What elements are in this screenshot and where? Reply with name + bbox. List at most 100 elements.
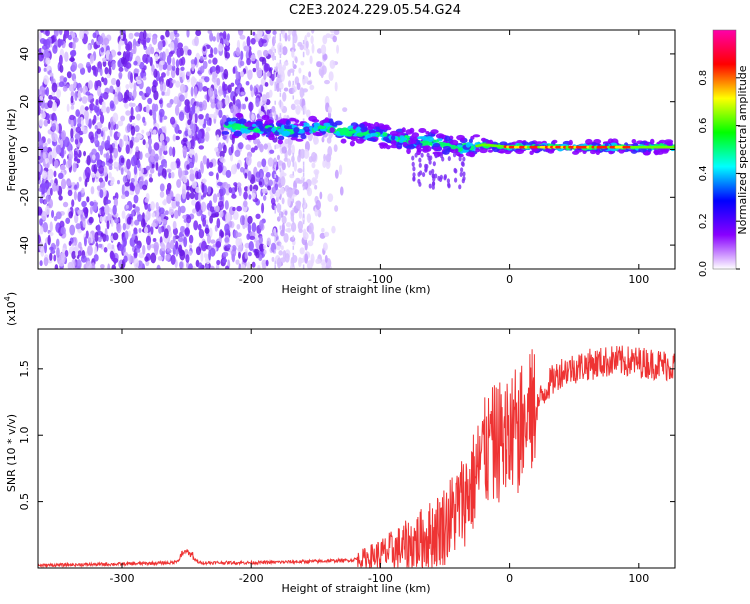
spectrogram-streak-cell [279, 37, 282, 42]
spectrogram-ridge-cell [465, 142, 471, 148]
spectrogram-noise-cell [161, 51, 166, 62]
spectrogram-noise-cell [142, 76, 147, 81]
spectrogram-noise-cell [222, 251, 229, 257]
spectrogram-noise-cell [39, 86, 46, 97]
spectrogram-streak-cell [279, 262, 282, 267]
spectrogram-noise-cell [95, 151, 100, 162]
spectrogram-streak-cell [279, 92, 282, 97]
spectrogram-noise-cell [250, 54, 256, 62]
spectrogram-noise-cell [151, 64, 155, 72]
spectrogram-noise-cell [231, 245, 237, 252]
spectrogram-noise-cell [93, 105, 98, 113]
spectrogram-ridge-cell [472, 134, 481, 138]
spectrogram-noise-cell [313, 136, 319, 145]
spectrogram-ridge-cell [230, 117, 239, 122]
spectrogram-noise-cell [44, 157, 50, 164]
spectrogram-noise-cell [224, 200, 229, 210]
spectrogram-noise-cell [146, 46, 152, 55]
spectrogram-noise-cell [112, 204, 117, 216]
spectrogram-noise-cell [172, 57, 176, 67]
spectrogram-noise-cell [117, 91, 122, 102]
spectrogram-noise-cell [217, 192, 221, 198]
spectrogram-noise-cell [67, 189, 73, 197]
spectrogram-noise-cell [255, 59, 260, 71]
spectrogram-ridge-cell [479, 147, 488, 154]
spectrogram-noise-cell [38, 155, 41, 160]
spectrogram-noise-cell [131, 102, 136, 108]
spectrogram-noise-cell [342, 107, 348, 113]
spectrogram-noise-cell [230, 164, 237, 175]
spectrogram-ridge-cell [425, 131, 430, 135]
spectrogram-noise-cell [137, 38, 141, 45]
spectrogram-noise-cell [247, 184, 251, 195]
spectrogram-noise-cell [58, 30, 63, 36]
spectrogram-noise-cell [142, 30, 147, 40]
spectrogram-ridge-cell [280, 124, 286, 130]
spectrogram-noise-cell [38, 234, 41, 245]
spectrogram-noise-cell [148, 109, 153, 115]
spectrogram-streak-cell [292, 37, 295, 42]
spectrogram-noise-cell [66, 71, 72, 79]
spectrogram-ridge-cell [438, 177, 443, 183]
spectrogram-noise-cell [46, 52, 51, 58]
spectrogram-streak-cell [292, 235, 295, 240]
spectrogram-noise-cell [247, 170, 252, 181]
spectrogram-noise-cell [248, 101, 254, 112]
spectrogram-noise-cell [244, 251, 248, 259]
spectrogram-noise-cell [326, 137, 332, 144]
spectrogram-noise-cell [219, 196, 223, 201]
spectrogram-noise-cell [244, 172, 248, 179]
spectrogram-noise-cell [152, 238, 157, 243]
spectrogram-noise-cell [156, 264, 161, 269]
spectrogram-noise-cell [286, 190, 291, 198]
spectrogram-noise-cell [315, 258, 321, 265]
spectrogram-ridge-cell [434, 173, 438, 179]
spectrogram-streak-cell [302, 118, 305, 123]
spectrogram-noise-cell [251, 113, 255, 121]
spectrogram-noise-cell [106, 220, 110, 230]
spectrogram-streak-cell [292, 216, 295, 221]
spectrogram-ridge-cell [442, 149, 450, 155]
spectrogram-noise-cell [77, 117, 82, 125]
spectrogram-ridge-cell [369, 138, 377, 142]
colorbar-ticks: 0.0 0.2 0.4 0.6 0.8 [698, 70, 740, 277]
spectrogram-ridge-cell [412, 176, 416, 182]
spectrogram-noise-cell [219, 210, 224, 218]
spectrogram-noise-cell [98, 95, 103, 104]
spectrogram-streak-cell [279, 210, 282, 215]
spectrogram-noise-cell [71, 61, 78, 71]
spectrogram-noise-cell [334, 81, 338, 92]
spectrogram-noise-cell [118, 244, 125, 252]
spectrogram-ridge-cell [247, 126, 255, 131]
spectrogram-noise-cell [155, 161, 159, 171]
spectrogram-noise-cell [269, 149, 275, 154]
spectrogram-noise-cell [259, 143, 264, 153]
spectrogram-noise-cell [59, 64, 64, 73]
spectrogram-ridge-cell [589, 149, 597, 155]
spectrogram-noise-cell [54, 264, 59, 269]
spectrogram-noise-cell [38, 51, 44, 62]
spectrogram-noise-cell [125, 62, 132, 69]
spectrogram-noise-cell [177, 129, 182, 135]
spectrogram-noise-cell [262, 244, 267, 250]
spectrogram-noise-cell [239, 166, 245, 173]
spectrogram-noise-cell [247, 215, 253, 224]
spectrogram-noise-cell [60, 178, 67, 190]
spectrogram-noise-cell [173, 209, 179, 219]
spectrogram-y-tick-label: -20 [18, 188, 31, 206]
spectrogram-noise-cell [287, 139, 292, 150]
spectrogram-noise-cell [144, 197, 149, 203]
spectrogram-noise-cell [150, 201, 155, 211]
spectrogram-noise-cell [154, 153, 159, 162]
spectrogram-noise-cell [334, 169, 339, 179]
spectrogram-noise-cell [120, 31, 124, 40]
spectrogram-streak-cell [292, 152, 295, 157]
spectrogram-ridge-cell [382, 144, 387, 149]
spectrogram-ridge-cell [369, 132, 379, 137]
spectrogram-noise-cell [194, 105, 200, 114]
spectrogram-noise-cell [238, 251, 241, 259]
spectrogram-noise-cell [338, 164, 343, 175]
spectrogram-noise-cell [175, 240, 179, 250]
spectrogram-noise-cell [60, 165, 66, 171]
spectrogram-noise-cell [239, 34, 246, 40]
